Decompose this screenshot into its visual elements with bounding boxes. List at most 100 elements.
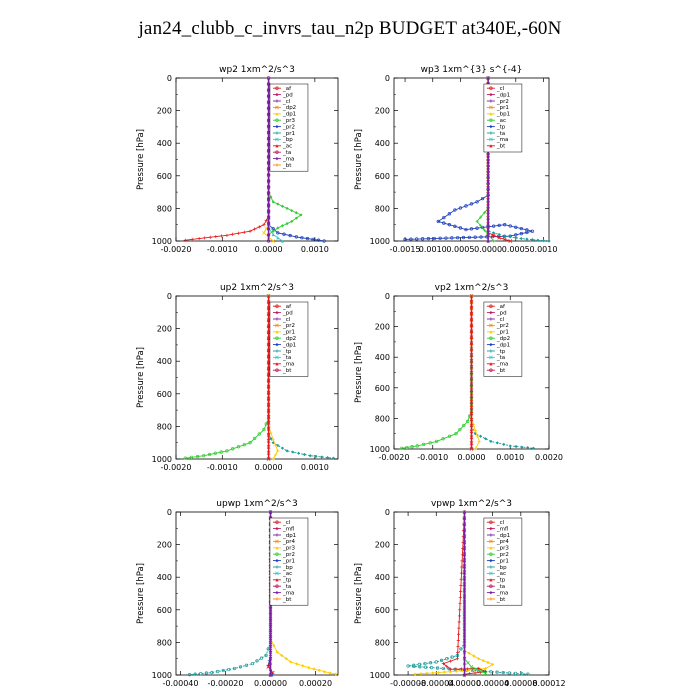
data-point bbox=[479, 669, 483, 674]
data-point bbox=[271, 457, 275, 461]
legend-marker bbox=[489, 112, 493, 116]
data-point bbox=[316, 238, 321, 242]
data-point bbox=[312, 667, 316, 671]
data-point bbox=[190, 237, 194, 241]
data-point bbox=[231, 232, 235, 236]
y-tick-label: 200 bbox=[375, 107, 390, 116]
data-point bbox=[462, 606, 467, 611]
data-point bbox=[462, 613, 467, 617]
data-point bbox=[225, 449, 229, 453]
y-tick-label: 200 bbox=[157, 325, 172, 334]
data-point bbox=[520, 672, 524, 676]
legend-label: _ma bbox=[496, 137, 508, 143]
legend-label: _pr4 bbox=[282, 539, 296, 545]
data-point bbox=[207, 452, 212, 457]
data-point bbox=[448, 667, 452, 671]
data-point bbox=[280, 239, 285, 243]
data-point bbox=[264, 219, 268, 223]
legend-label: _bt bbox=[496, 144, 506, 150]
y-tick-label: 400 bbox=[157, 357, 172, 366]
panel-6: vpwp 1xm^2/s^3 Pressure [hPa] 0 200 400 600 80… bbox=[354, 499, 566, 688]
legend-marker bbox=[275, 330, 279, 334]
data-point bbox=[469, 411, 474, 416]
data-point bbox=[486, 239, 490, 243]
data-point bbox=[285, 222, 289, 226]
data-point bbox=[442, 215, 446, 220]
y-tick-label: 0 bbox=[385, 74, 390, 83]
legend-marker bbox=[275, 552, 279, 556]
legend-label: _bt bbox=[496, 597, 506, 603]
data-point bbox=[462, 625, 467, 629]
y-tick-label: 600 bbox=[375, 172, 390, 181]
data-point bbox=[462, 522, 467, 526]
data-point bbox=[457, 614, 462, 618]
legend-marker bbox=[489, 527, 493, 531]
legend-marker bbox=[275, 578, 279, 582]
x-tick-label: -0.0010 bbox=[207, 463, 238, 472]
data-point bbox=[328, 671, 332, 675]
data-point bbox=[268, 510, 273, 514]
data-point bbox=[530, 229, 535, 233]
legend-label: _tp bbox=[496, 349, 506, 355]
legend-label: _af bbox=[282, 86, 292, 92]
data-point bbox=[271, 441, 275, 445]
data-point bbox=[469, 311, 474, 316]
panel-title: vpwp 1xm^2/s^3 bbox=[431, 499, 512, 509]
data-point bbox=[514, 444, 518, 449]
data-point bbox=[454, 669, 458, 673]
legend-label: _ta bbox=[496, 131, 505, 137]
data-point bbox=[469, 347, 474, 351]
data-point bbox=[266, 366, 271, 371]
data-point bbox=[459, 571, 464, 575]
data-point bbox=[519, 236, 523, 241]
data-point bbox=[530, 238, 534, 242]
data-point bbox=[454, 667, 458, 671]
data-point bbox=[210, 670, 214, 675]
legend-marker bbox=[275, 343, 279, 347]
legend-marker bbox=[489, 578, 493, 582]
legend-marker bbox=[275, 533, 279, 537]
data-point bbox=[482, 228, 487, 232]
y-tick-label: 800 bbox=[157, 638, 172, 647]
data-point bbox=[444, 236, 448, 240]
data-point bbox=[434, 660, 438, 664]
data-point bbox=[460, 667, 464, 671]
legend-marker bbox=[489, 349, 493, 353]
data-point bbox=[297, 451, 301, 455]
data-point bbox=[469, 417, 474, 422]
legend-label: _pd bbox=[282, 310, 293, 316]
data-point bbox=[187, 673, 192, 677]
data-point bbox=[255, 659, 259, 663]
legend-marker bbox=[489, 105, 493, 110]
data-point bbox=[221, 668, 225, 673]
data-point bbox=[475, 434, 479, 438]
panel-1: wp2 1xm^2/s^3 Pressure [hPa] 0 200 400 600 800… bbox=[136, 65, 339, 254]
legend-box bbox=[483, 517, 523, 606]
data-point bbox=[266, 203, 271, 207]
data-point bbox=[458, 206, 463, 210]
data-point bbox=[462, 637, 467, 641]
data-point bbox=[288, 233, 292, 238]
data-point bbox=[266, 665, 271, 669]
data-point bbox=[447, 212, 452, 216]
data-point bbox=[462, 552, 467, 556]
data-point bbox=[434, 439, 439, 444]
data-point bbox=[462, 558, 467, 562]
data-point bbox=[460, 559, 464, 563]
y-tick-label: 0 bbox=[167, 508, 172, 517]
legend-label: _pr1 bbox=[496, 558, 509, 564]
legend-label: _ta bbox=[282, 150, 291, 156]
data-point bbox=[456, 650, 460, 655]
data-point bbox=[199, 671, 203, 676]
data-point bbox=[464, 227, 468, 232]
data-point bbox=[266, 433, 271, 437]
y-tick-label: 200 bbox=[375, 541, 390, 550]
y-axis-label: Pressure [hPa] bbox=[136, 563, 146, 624]
legend-marker bbox=[275, 584, 279, 588]
y-tick-label: 0 bbox=[167, 292, 172, 301]
legend-label: _pr4 bbox=[496, 539, 510, 545]
data-point bbox=[248, 229, 252, 233]
data-point bbox=[266, 221, 271, 225]
data-point bbox=[462, 643, 467, 647]
data-point bbox=[232, 666, 237, 671]
